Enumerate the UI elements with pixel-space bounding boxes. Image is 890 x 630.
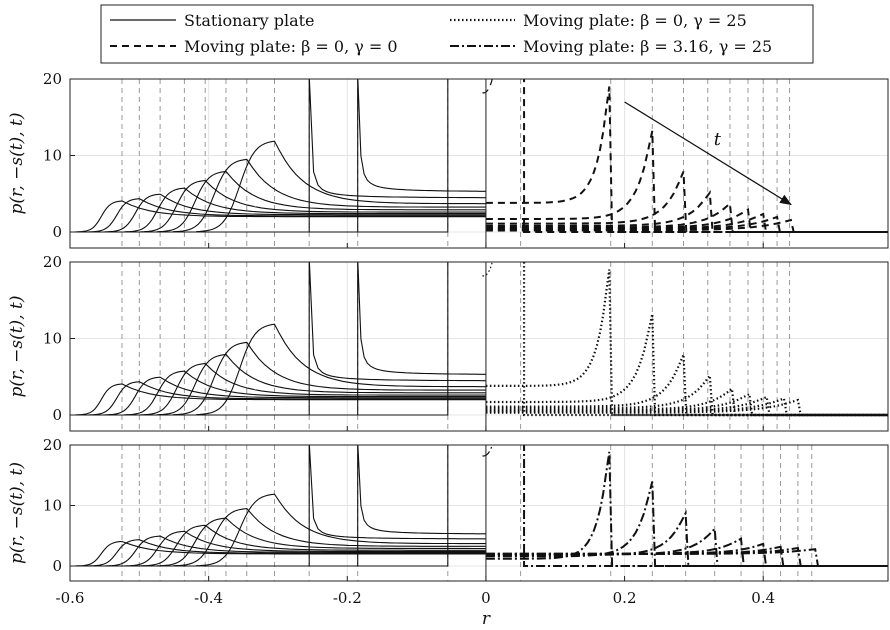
moving-plate-curve (523, 79, 888, 233)
stationary-curve (70, 445, 486, 567)
moving-plate-curve (485, 509, 888, 567)
moving-plate-curve (485, 542, 888, 567)
near-zero-curve (482, 445, 493, 457)
y-axis-label: p(r, −s(t), t) (7, 462, 27, 564)
stationary-curve (70, 79, 486, 233)
moving-plate-curve (485, 313, 888, 417)
moving-plate-curve (485, 218, 888, 233)
time-arrow-label: t (714, 129, 722, 150)
axes-frame (69, 261, 889, 432)
x-tick-label: 0.4 (751, 589, 775, 607)
y-tick-label: 10 (43, 497, 62, 515)
stationary-curve (70, 262, 449, 416)
legend-box (100, 4, 814, 64)
stationary-curve (70, 341, 486, 416)
stationary-curve (70, 180, 486, 233)
plot-area-2 (70, 262, 888, 431)
stationary-curve (70, 79, 486, 233)
stationary-curve (70, 376, 486, 416)
y-tick-label: 10 (43, 330, 62, 348)
moving-plate-curve (523, 445, 888, 567)
moving-plate-curve (485, 537, 888, 567)
moving-plate-curve (485, 372, 888, 417)
stationary-curve (70, 530, 486, 567)
stationary-curve (70, 524, 486, 567)
x-tick-label: 0.2 (613, 589, 637, 607)
stationary-curve (70, 262, 486, 416)
legend: Stationary plate Moving plate: β = 0, γ … (100, 4, 814, 64)
stationary-curve (70, 193, 486, 233)
stationary-curve (70, 493, 486, 567)
subplots: 0 10 20 p(r, −s(t), t) 0 10 20 p(r, −s(t), t) 0 1… (7, 70, 889, 607)
subplot-3: 0 10 20 p(r, −s(t), t) (7, 436, 889, 582)
x-tick-label: -0.6 (56, 589, 85, 607)
stationary-curve (70, 323, 486, 416)
y-tick-label: 20 (43, 436, 62, 454)
stationary-curve (70, 187, 486, 233)
x-tick-label: -0.2 (333, 589, 362, 607)
subplot-2: 0 10 20 p(r, −s(t), t) (7, 253, 889, 432)
y-tick-label: 20 (43, 70, 62, 88)
moving-plate-curve (485, 269, 888, 417)
legend-label-dotted: Moving plate: β = 0, γ = 25 (523, 11, 747, 30)
stationary-curve (70, 383, 486, 416)
plot-area-3 (70, 445, 888, 581)
y-tick-label: 0 (52, 223, 62, 241)
subplot-1: 0 10 20 p(r, −s(t), t) (7, 70, 889, 249)
stationary-curve (70, 508, 486, 567)
legend-label-stationary: Stationary plate (184, 11, 315, 30)
stationary-curve (70, 200, 486, 233)
stationary-curve (70, 262, 486, 416)
near-zero-curve (482, 262, 493, 277)
moving-plate-curve (485, 86, 888, 233)
stationary-curve (70, 198, 486, 233)
legend-label-dashdot: Moving plate: β = 3.16, γ = 25 (523, 37, 772, 56)
stationary-curve (70, 517, 486, 567)
stationary-curve (70, 381, 486, 416)
axes-frame (69, 78, 889, 249)
y-tick-label: 10 (43, 147, 62, 165)
x-axis-label: r (482, 609, 491, 629)
time-arrow (624, 101, 792, 206)
stationary-curve (70, 445, 486, 567)
legend-label-dashed: Moving plate: β = 0, γ = 0 (184, 37, 398, 56)
moving-plate-curve (522, 262, 888, 417)
stationary-curve (70, 535, 486, 567)
x-tick-label: -0.4 (194, 589, 223, 607)
stationary-curve (70, 370, 486, 416)
y-axis-label: p(r, −s(t), t) (7, 113, 27, 215)
moving-plate-curve (485, 548, 888, 567)
y-tick-label: 20 (43, 253, 62, 271)
stationary-curve (70, 158, 486, 233)
x-tick-label: 0 (481, 589, 491, 607)
moving-plate-curve (485, 451, 888, 567)
stationary-curve (70, 170, 486, 233)
stationary-curve (70, 539, 486, 567)
stationary-curve (70, 363, 486, 416)
y-tick-label: 0 (52, 406, 62, 424)
y-tick-label: 0 (52, 557, 62, 575)
moving-plate-curve (485, 398, 888, 417)
axes-frame (69, 444, 889, 582)
stationary-curve (70, 540, 486, 567)
moving-plate-curve (485, 130, 888, 233)
moving-plate-curve (485, 189, 888, 233)
stationary-curve (70, 140, 486, 233)
stationary-curve (70, 353, 486, 416)
stationary-curve (70, 79, 449, 233)
plot-area-1 (70, 79, 888, 248)
stationary-curve (70, 445, 449, 567)
y-axis-label: p(r, −s(t), t) (7, 296, 27, 398)
